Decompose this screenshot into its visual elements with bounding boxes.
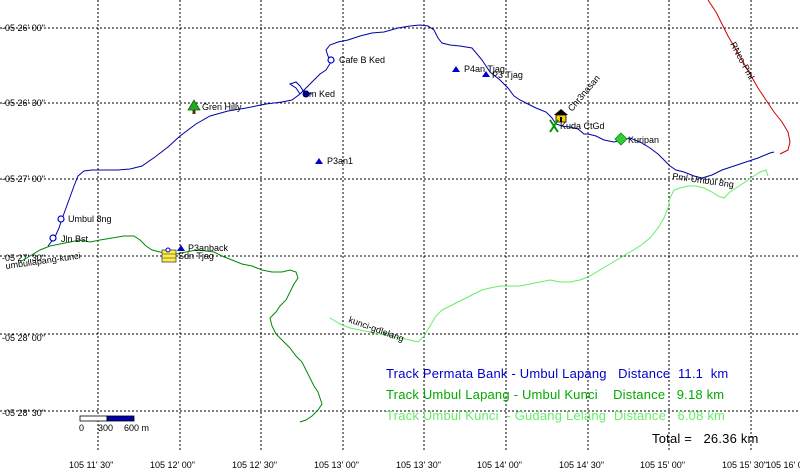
p3an1-label: P3an1 [327, 156, 353, 166]
sdn-tjag-label: Sdn Tjag [178, 251, 214, 261]
house-icon[interactable] [554, 109, 568, 123]
chr-3nasan-label: Chr3nasan [566, 73, 602, 113]
jln-bst-marker[interactable] [49, 234, 57, 242]
lon-label: 105 12' 00" [150, 460, 195, 470]
pml-umbul-8ng-label: Pml-Umbul 8ng [672, 171, 735, 190]
bm-ked-marker[interactable] [302, 90, 310, 98]
scale-label-end: 600 m [124, 423, 150, 433]
lon-label: 105 15' 30" [722, 460, 767, 470]
gren-hilly-label: Gren Hilly [202, 102, 242, 112]
lat-label: -05 27' 30" [2, 253, 45, 263]
track-blue[interactable] [47, 24, 775, 247]
kuripan-marker[interactable] [614, 132, 628, 146]
legend-total: Total = 26.36 km [652, 431, 759, 446]
p3-tjag-label: P3 Tjag [492, 70, 523, 80]
track-lightgreen[interactable] [329, 169, 769, 343]
umbul-8ng-marker[interactable] [57, 215, 65, 223]
p4an-tjag-marker[interactable] [452, 66, 460, 72]
lon-label: 105 14' 30" [559, 460, 604, 470]
lon-label: 105 12' 30" [232, 460, 277, 470]
track-red[interactable] [707, 0, 791, 155]
longitude-labels: 105 11' 30" 105 12' 00" 105 12' 30" 105 … [69, 460, 800, 470]
cafe-b-ked-marker[interactable] [327, 56, 335, 64]
p3anback-marker[interactable] [177, 245, 185, 251]
scale-label-start: 0 [79, 423, 85, 433]
p3-tjag-marker[interactable] [482, 71, 490, 77]
rnco-pml-label: RNco-Pml [728, 40, 756, 81]
scale-bar [79, 415, 135, 422]
lon-label: 105 13' 30" [396, 460, 441, 470]
waypoints: Cafe B Ked Bm Ked Gren Hilly P4an Tjag P… [49, 55, 659, 263]
grid [0, 0, 800, 452]
lon-label: 105 13' 00" [314, 460, 359, 470]
lat-label: -05 26' 30" [2, 98, 45, 108]
scale-label-mid: 300 [98, 423, 114, 433]
kuripan-label: Kuripan [628, 135, 659, 145]
lon-label: 105 16' 0 [766, 460, 800, 470]
kuda-ctgd-label: Kuda CtGd [560, 121, 605, 131]
p3an1-marker[interactable] [315, 158, 323, 164]
track-start-marker[interactable] [165, 247, 171, 253]
legend-track-3: Track Umbul Kunci - Gudang Lelang Distan… [386, 408, 726, 423]
tree-icon[interactable] [187, 99, 201, 114]
lat-label: -05 27' 00" [2, 174, 45, 184]
lon-label: 105 11' 30" [69, 460, 113, 470]
lat-label: -05 28' 00" [2, 333, 45, 343]
cafe-b-ked-label: Cafe B Ked [339, 55, 385, 65]
lon-label: 105 15' 00" [640, 460, 685, 470]
umbul-8ng-label: Umbul 8ng [68, 214, 112, 224]
lat-label: -05 28' 30" [2, 408, 45, 418]
horse-icon[interactable] [549, 119, 559, 133]
legend-track-1: Track Permata Bank - Umbul Lapang Distan… [386, 366, 729, 381]
bm-ked-label: Bm Ked [303, 89, 335, 99]
lon-label: 105 14' 00" [477, 460, 522, 470]
legend-track-2: Track Umbul Lapang - Umbul Kunci Distanc… [386, 387, 725, 402]
p4an-tjag-label: P4an Tjag [464, 64, 505, 74]
p3anback-label: P3anback [188, 243, 229, 253]
jln-bst-label: Jln Bst [61, 234, 89, 244]
track-green[interactable] [19, 235, 323, 423]
lat-label: -05 26' 00" [2, 23, 45, 33]
latitude-labels: -05 26' 00" -05 26' 30" -05 27' 00" -05 … [2, 23, 45, 418]
